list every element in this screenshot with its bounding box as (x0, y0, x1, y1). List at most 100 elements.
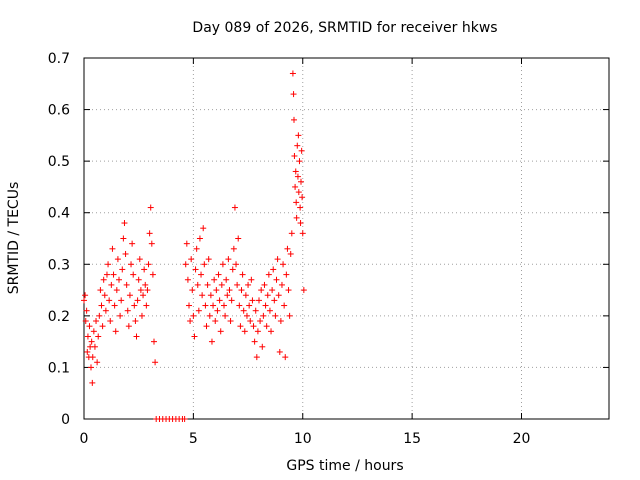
data-point (151, 338, 157, 345)
data-point (222, 312, 229, 319)
data-point (107, 318, 114, 325)
data-point (274, 256, 281, 263)
data-point (142, 281, 149, 288)
y-tick-label: 0.7 (48, 51, 70, 67)
data-point (288, 230, 295, 237)
data-point (250, 323, 257, 330)
data-point (124, 307, 131, 314)
data-point (269, 287, 276, 294)
data-point (299, 194, 306, 201)
data-point (116, 276, 122, 283)
data-point (193, 245, 200, 252)
data-point (141, 266, 148, 273)
y-axis-ticks: 0 0.1 0.2 0.3 0.4 0.5 0.6 0.7 (48, 51, 609, 428)
data-point (84, 348, 91, 355)
data-point (287, 250, 294, 257)
data-point (131, 302, 138, 309)
data-point (295, 189, 302, 196)
x-tick-label: 10 (294, 431, 312, 447)
data-point (290, 91, 297, 98)
data-point (101, 292, 108, 299)
data-point (299, 230, 306, 237)
data-point (90, 328, 97, 335)
data-point (100, 276, 107, 283)
data-point (253, 354, 260, 361)
data-point (203, 323, 210, 330)
data-point (298, 147, 305, 154)
data-point (243, 312, 250, 319)
data-point (292, 168, 299, 175)
data-point (119, 266, 126, 273)
data-point (97, 287, 104, 294)
data-point (120, 235, 127, 242)
data-point (257, 318, 264, 325)
data-point (109, 245, 116, 252)
x-tick-label: 20 (513, 431, 531, 447)
data-point (293, 199, 300, 206)
data-point (108, 281, 115, 288)
y-tick-label: 0.1 (48, 360, 70, 376)
data-point (182, 261, 189, 268)
data-point (134, 297, 141, 304)
data-point (258, 287, 265, 294)
data-point (291, 116, 297, 123)
data-point (190, 312, 197, 319)
data-point (223, 276, 230, 283)
y-tick-label: 0.3 (48, 257, 70, 273)
data-point (204, 281, 211, 288)
data-point (86, 323, 93, 330)
data-point (135, 276, 142, 283)
data-point (147, 204, 154, 211)
data-point (132, 318, 139, 325)
data-point (105, 261, 112, 268)
data-point (89, 379, 96, 386)
data-point (206, 312, 213, 319)
data-point (275, 292, 282, 299)
data-point (297, 220, 304, 227)
data-point (270, 266, 277, 273)
data-point (280, 261, 287, 268)
data-point (285, 287, 292, 294)
data-point (83, 307, 90, 314)
data-point (218, 281, 225, 288)
data-point (103, 271, 110, 278)
data-point (239, 271, 246, 278)
data-point (291, 152, 298, 159)
data-point (277, 318, 284, 325)
data-point (121, 220, 128, 227)
data-point (138, 312, 145, 319)
data-point (117, 312, 124, 319)
chart-title: Day 089 of 2026, SRMTID for receiver hkw… (192, 20, 497, 36)
data-point (246, 302, 253, 309)
data-point (130, 271, 137, 278)
data-point (210, 302, 217, 309)
data-point (240, 307, 247, 314)
data-point (137, 287, 144, 294)
data-point (129, 240, 136, 247)
data-point (192, 266, 199, 273)
data-point (146, 230, 153, 237)
data-point (126, 292, 133, 299)
data-point (202, 302, 209, 309)
data-point (200, 225, 207, 232)
data-point (84, 333, 91, 340)
data-point (94, 359, 101, 366)
data-point (300, 287, 307, 294)
data-point (96, 312, 103, 319)
data-point (88, 364, 94, 371)
data-point (289, 70, 296, 77)
data-point (283, 271, 290, 278)
data-points (81, 70, 307, 422)
data-point (110, 271, 117, 278)
data-point (91, 343, 98, 350)
data-point (133, 333, 140, 340)
data-point (181, 416, 188, 422)
data-point (195, 307, 202, 314)
data-point (245, 281, 252, 288)
data-point (282, 354, 289, 361)
data-point (276, 348, 283, 355)
data-point (221, 302, 227, 309)
data-point (122, 250, 129, 257)
data-point (294, 142, 301, 149)
data-point (145, 261, 152, 268)
